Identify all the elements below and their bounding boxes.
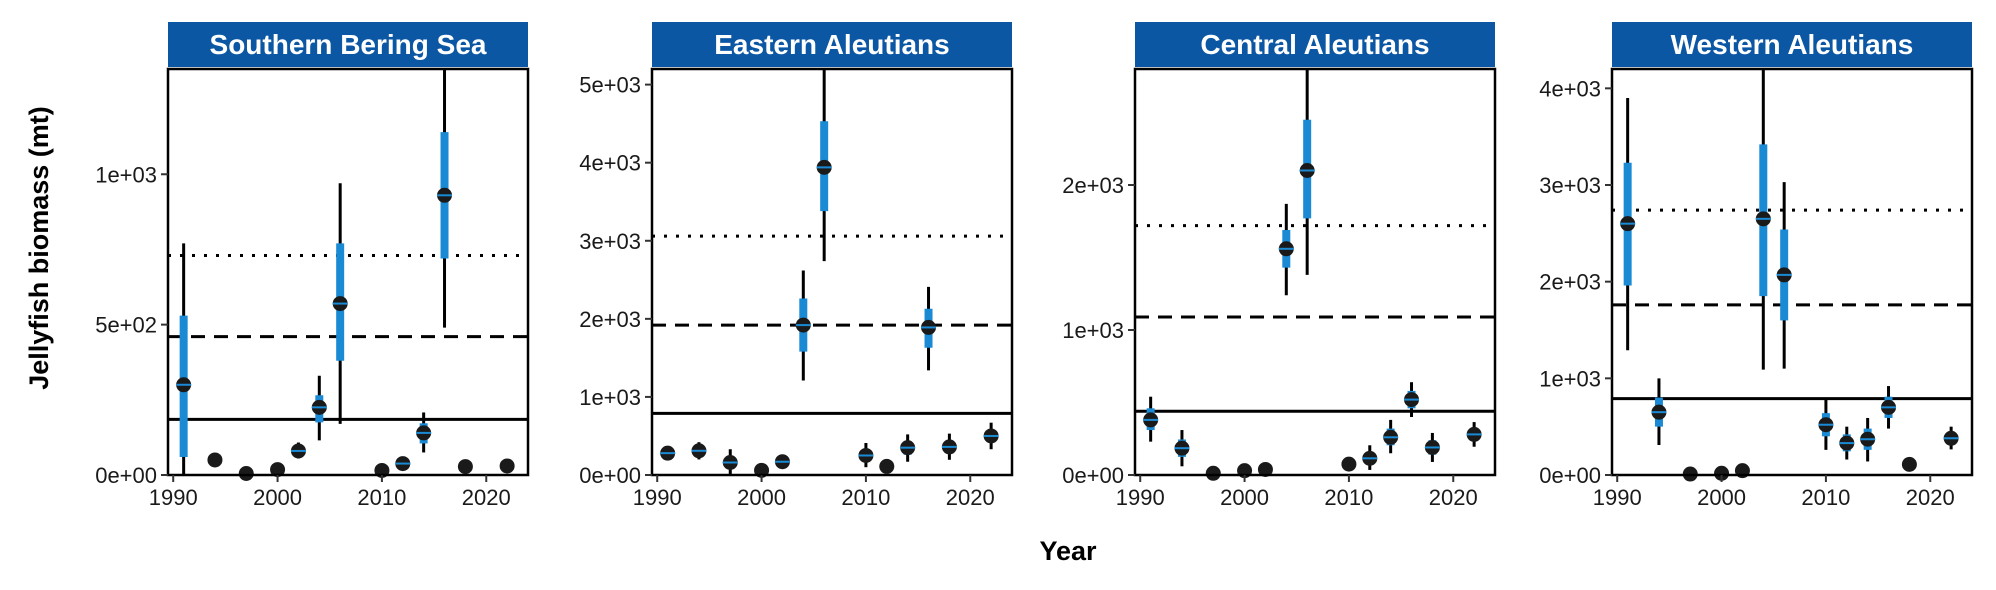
x-tick-label: 2010 [1801,485,1850,510]
data-point [879,458,895,474]
x-tick-label: 2020 [462,485,511,510]
data-point [238,465,254,481]
facet-title: Eastern Aleutians [714,29,949,60]
y-tick-label: 0e+00 [1539,463,1601,488]
panel-border [1133,67,1497,477]
y-tick-label: 0e+00 [95,463,157,488]
data-point [1714,465,1730,481]
y-tick-label: 1e+03 [579,385,641,410]
x-tick-label: 2020 [1906,485,1955,510]
x-tick-label: 2010 [357,485,406,510]
facet-panel: Eastern Aleutians 0e+00 1e+03 2e+03 3e+03 4e+… [579,22,1014,510]
x-tick-label: 2010 [1324,485,1373,510]
data-point [1901,456,1917,472]
data-point [270,462,286,478]
x-tick-label: 2000 [1697,485,1746,510]
x-tick-label: 1990 [1116,485,1165,510]
facet-strip [652,22,1012,67]
y-tick-label: 1e+03 [95,162,157,187]
x-tick-label: 2020 [1429,485,1478,510]
y-tick-label: 4e+03 [1539,76,1601,101]
x-tick-label: 1990 [149,485,198,510]
x-tick-label: 2000 [253,485,302,510]
x-tick-label: 2000 [737,485,786,510]
data-point [499,458,515,474]
facet-panel: Western Aleutians 0e+00 1e+03 2e+03 3e+03 4e+… [1539,22,1974,510]
y-tick-label: 1e+03 [1062,318,1124,343]
y-tick-label: 4e+03 [579,151,641,176]
data-point [207,452,223,468]
y-tick-label: 0e+00 [1062,463,1124,488]
facet-title: Western Aleutians [1671,29,1914,60]
x-tick-label: 2010 [841,485,890,510]
x-tick-label: 1990 [633,485,682,510]
panels-group: Southern Bering Sea 0e+00 5e+02 1e+03 1990 20… [95,22,1974,510]
y-tick-label: 5e+02 [95,313,157,338]
y-tick-label: 5e+03 [579,73,641,98]
data-point [1341,456,1357,472]
x-tick-label: 2000 [1220,485,1269,510]
facet-title: Central Aleutians [1200,29,1429,60]
y-tick-label: 3e+03 [1539,173,1601,198]
panel-border [1610,67,1974,477]
facet-strip [168,22,528,67]
facet-panel: Central Aleutians 0e+00 1e+03 2e+03 1990 2000… [1062,22,1497,510]
y-tick-label: 1e+03 [1539,366,1601,391]
data-point [457,459,473,475]
data-point [1257,461,1273,477]
facet-title: Southern Bering Sea [210,29,487,60]
panel-border [650,67,1014,477]
panel-border [166,67,530,477]
x-axis-title: Year [1039,536,1097,566]
facet-panel: Southern Bering Sea 0e+00 5e+02 1e+03 1990 20… [95,22,530,510]
y-axis-title: Jellyfish biomass (mt) [24,106,54,390]
y-tick-label: 2e+03 [1539,270,1601,295]
x-tick-label: 2020 [946,485,995,510]
facet-strip [1135,22,1495,67]
y-tick-label: 2e+03 [1062,173,1124,198]
y-tick-label: 2e+03 [579,307,641,332]
y-tick-label: 0e+00 [579,463,641,488]
data-point [1205,465,1221,481]
y-tick-label: 3e+03 [579,229,641,254]
facet-strip [1612,22,1972,67]
x-tick-label: 1990 [1593,485,1642,510]
